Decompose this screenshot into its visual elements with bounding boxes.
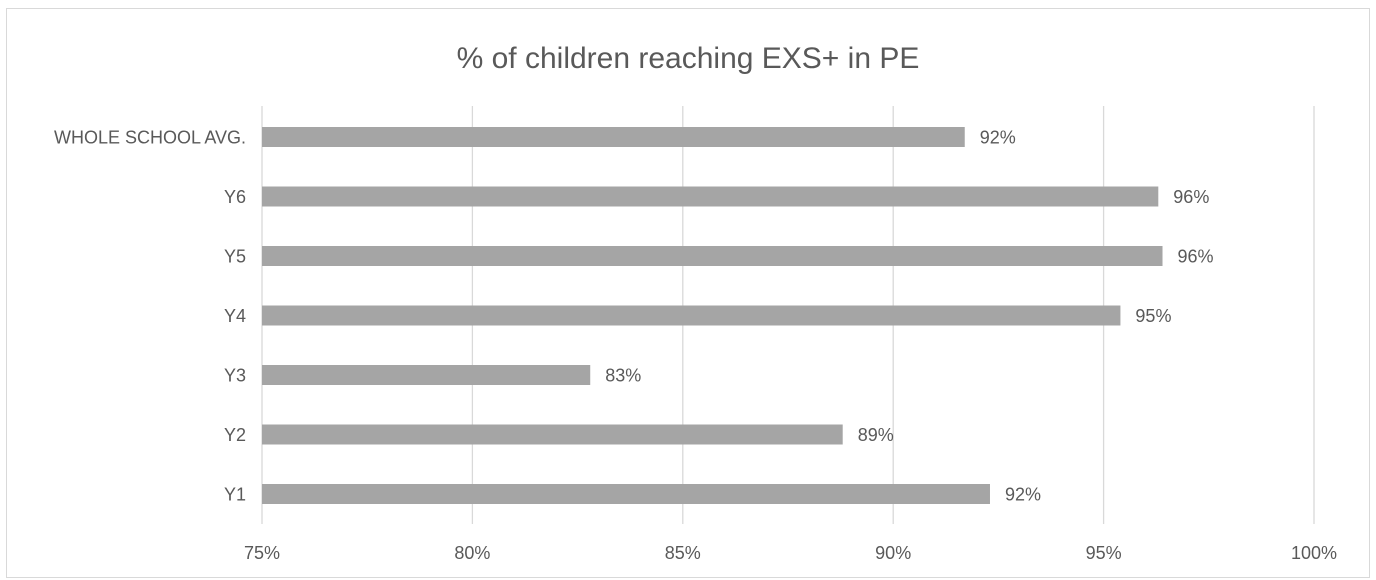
data-label: 89% <box>858 425 894 445</box>
bar-y1 <box>262 484 990 504</box>
data-label: 83% <box>605 366 641 386</box>
category-label: Y5 <box>224 247 246 267</box>
data-label: 92% <box>980 128 1016 148</box>
category-label: Y6 <box>224 187 246 207</box>
data-label: 95% <box>1135 306 1171 326</box>
category-label: Y2 <box>224 425 246 445</box>
category-label: WHOLE SCHOOL AVG. <box>54 128 246 148</box>
bar-y6 <box>262 186 1159 207</box>
x-tick-label: 100% <box>1291 543 1337 563</box>
data-label: 92% <box>1005 485 1041 505</box>
x-tick-label: 85% <box>665 543 701 563</box>
x-tick-label: 80% <box>454 543 490 563</box>
x-tick-label: 75% <box>244 543 280 563</box>
labels: 75% 80% 85% 90% 95% 100% WHOLE SCHOOL AVG. 92% Y… <box>54 128 1337 564</box>
data-label: 96% <box>1178 247 1214 267</box>
x-tick-label: 90% <box>875 543 911 563</box>
category-label: Y4 <box>224 306 246 326</box>
bar-y3 <box>262 365 591 385</box>
chart-title: % of children reaching EXS+ in PE <box>457 42 920 75</box>
chart-frame <box>6 8 1370 578</box>
bar-whole-school-avg <box>262 127 965 147</box>
bar-y2 <box>262 424 843 445</box>
data-label: 96% <box>1173 187 1209 207</box>
category-label: Y1 <box>224 485 246 505</box>
bar-y4 <box>262 305 1121 326</box>
x-tick-label: 95% <box>1086 543 1122 563</box>
bars <box>262 127 1163 504</box>
category-label: Y3 <box>224 366 246 386</box>
bar-y5 <box>262 246 1163 266</box>
